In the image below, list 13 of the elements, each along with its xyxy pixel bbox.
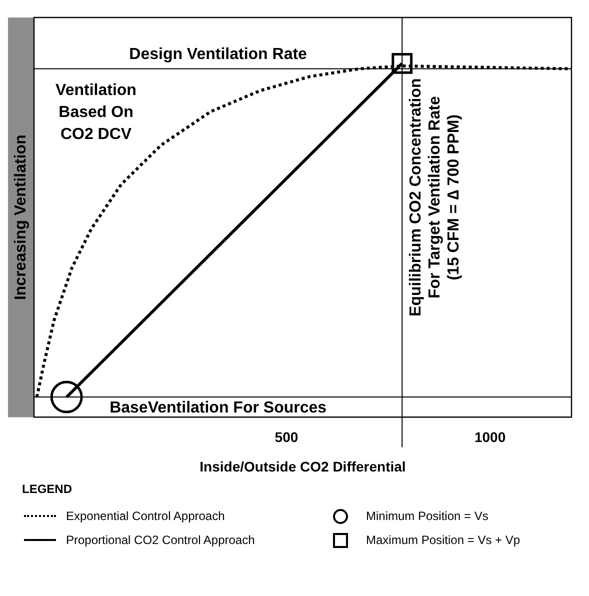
ref-line-label: Design Ventilation Rate xyxy=(129,46,308,64)
x-tick-label: 1000 xyxy=(474,429,506,446)
legend-label: Maximum Position = Vs + Vp xyxy=(366,533,520,547)
ref-line-label: Equilibrium CO2 Concentration For Target Ventilation Rate (15 CFM = ∆ 700 PPM) xyxy=(408,78,463,316)
legend-label: Proportional CO2 Control Approach xyxy=(66,533,255,547)
ref-line-label: BaseVentilation For Sources xyxy=(110,400,327,417)
x-tick-label: 500 xyxy=(274,429,298,446)
legend-label: Exponential Control Approach xyxy=(66,509,225,523)
legend-title: LEGEND xyxy=(22,482,74,496)
legend-label: Minimum Position = Vs xyxy=(366,509,488,523)
y-axis-title: Increasing Ventilation xyxy=(12,134,30,300)
x-axis-title: Inside/Outside CO2 Differential xyxy=(200,458,406,474)
annotation: Ventilation Based On CO2 DCV xyxy=(56,82,136,143)
